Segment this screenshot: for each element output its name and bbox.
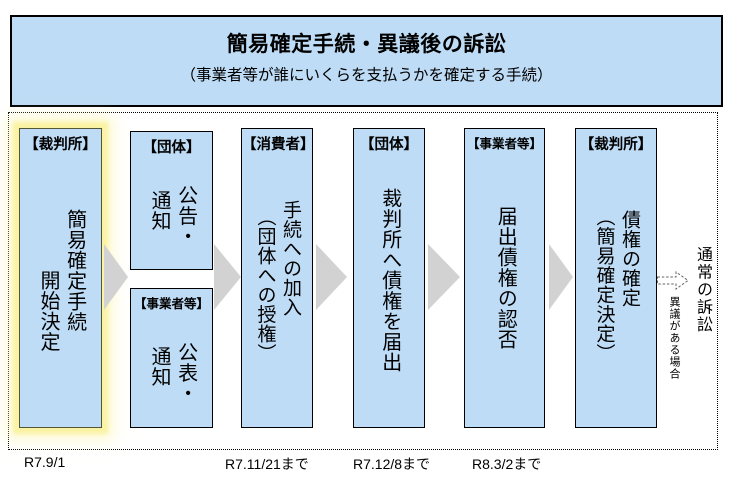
actor-label: 【事業者等】	[133, 297, 209, 311]
actor-label: 【消費者】	[242, 137, 315, 153]
flow-step-claim-filing: 【団体】 裁判所へ債権を届出	[353, 128, 425, 428]
step-text: 手続への加入 （団体への授権）	[254, 200, 302, 363]
step-text: 届出債権の認否	[494, 205, 517, 350]
flow-arrow-icon	[316, 244, 347, 310]
normal-lawsuit-label: 通常の訴訟	[694, 246, 711, 334]
actor-label: 【事業者等】	[466, 137, 542, 151]
flow-arrow-icon	[428, 244, 460, 310]
flow-step-consumer-joining: 【消費者】 手続への加入 （団体への授権）	[241, 128, 315, 428]
flow-arrow-icon	[104, 244, 128, 310]
actor-label: 【団体】	[142, 140, 201, 156]
flow-arrow-icon	[214, 244, 241, 310]
objection-arrow-icon	[657, 271, 689, 290]
timeline-label: R7.12/8まで	[353, 456, 431, 472]
objection-case-label: 異議がある場合	[668, 296, 680, 380]
header-banner: 簡易確定手続・異議後の訴訟 （事業者等が誰にいくらを支払うかを確定する手続）	[10, 15, 723, 107]
page-title: 簡易確定手続・異議後の訴訟	[226, 33, 507, 56]
step-text: 債権の確定 （簡易確定決定）	[593, 206, 641, 363]
actor-label: 【裁判所】	[24, 137, 97, 153]
flow-step-publication: 【事業者等】 公表・ 通知	[130, 288, 213, 428]
timeline-label: R8.3/2まで	[472, 456, 542, 472]
step-text: 公表・ 通知	[148, 341, 197, 404]
flow-arrow-icon	[549, 244, 573, 310]
flow-step-claim-approval: 【事業者等】 届出債権の認否	[464, 128, 545, 428]
timeline-label: R7.11/21まで	[225, 456, 309, 472]
step-text: 簡易確定手続 開始決定	[37, 209, 86, 352]
flow-step-public-notice: 【団体】 公告・ 通知	[130, 131, 213, 270]
flow-step-commencement-decision: 【裁判所】 簡易確定手続 開始決定	[19, 128, 102, 428]
timeline-label: R7.9/1	[24, 454, 66, 470]
flow-region-border	[8, 112, 718, 450]
actor-label: 【裁判所】	[579, 137, 653, 153]
page-subtitle: （事業者等が誰にいくらを支払うかを確定する手続）	[180, 67, 553, 84]
actor-label: 【団体】	[360, 137, 418, 153]
step-text: 裁判所へ債権を届出	[378, 188, 401, 373]
flow-step-claim-determination: 【裁判所】 債権の確定 （簡易確定決定）	[575, 128, 657, 428]
step-text: 公告・ 通知	[148, 185, 197, 247]
